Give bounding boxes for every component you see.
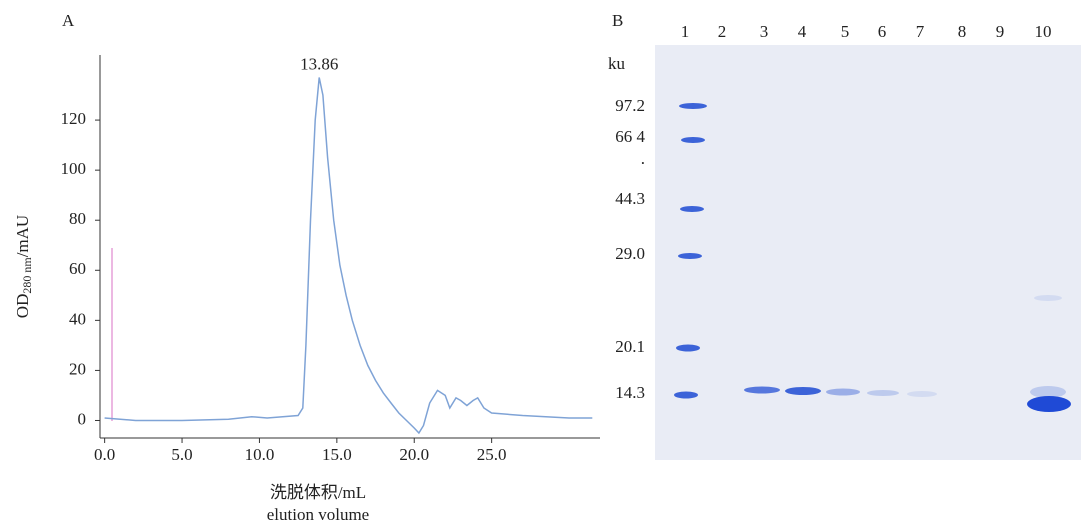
- x-tick-label: 15.0: [322, 445, 352, 464]
- band: [674, 392, 698, 399]
- panel-label: B: [612, 11, 623, 30]
- y-tick-label: 100: [61, 159, 87, 178]
- y-axis-label: OD280 nm/mAU: [13, 215, 34, 318]
- band: [1034, 295, 1062, 301]
- lane-label: 5: [841, 22, 850, 41]
- marker-label: 14.3: [615, 383, 645, 402]
- band: [744, 387, 780, 394]
- marker-label: 97.2: [615, 96, 645, 115]
- x-tick-label: 5.0: [171, 445, 192, 464]
- y-tick-label: 0: [78, 409, 87, 428]
- y-tick-label: 20: [69, 359, 86, 378]
- lane-label: 6: [878, 22, 887, 41]
- line: [105, 78, 593, 434]
- band: [785, 387, 821, 395]
- band: [678, 253, 702, 259]
- panel-label: A: [62, 11, 75, 30]
- y-tick-label: 120: [61, 109, 87, 128]
- lane-label: 2: [718, 22, 727, 41]
- x-tick-label: 20.0: [399, 445, 429, 464]
- band: [826, 389, 860, 396]
- x-axis-label: elution volume: [267, 505, 369, 524]
- x-axis-label: 洗脱体积/mL: [270, 483, 366, 502]
- lane-label: 1: [681, 22, 690, 41]
- band: [679, 103, 707, 109]
- y-label-part: 280 nm: [20, 257, 34, 294]
- y-tick-label: 40: [69, 309, 86, 328]
- band: [1027, 396, 1071, 412]
- y-label-part: OD: [13, 294, 32, 319]
- x-tick-label: 0.0: [94, 445, 115, 464]
- band: [907, 391, 937, 397]
- y-tick-label: 80: [69, 209, 86, 228]
- gel: [655, 45, 1081, 460]
- peak-annotation: 13.86: [300, 54, 338, 73]
- lane-label: 10: [1035, 22, 1052, 41]
- x-tick-label: 10.0: [245, 445, 275, 464]
- marker-label: 66 4: [615, 127, 645, 146]
- band: [867, 390, 899, 396]
- band: [676, 345, 700, 352]
- marker-unit: ku: [608, 54, 626, 73]
- marker-label: 44.3: [615, 189, 645, 208]
- figure: A B 0204060801001200.05.010.015.020.025.…: [0, 0, 1081, 524]
- marker-label: 29.0: [615, 244, 645, 263]
- y-tick-label: 60: [69, 259, 86, 278]
- lane-label: 9: [996, 22, 1005, 41]
- lane-label: 3: [760, 22, 769, 41]
- lane-label: 4: [798, 22, 807, 41]
- marker-label: 20.1: [615, 337, 645, 356]
- y-label-part: /mAU: [13, 215, 32, 258]
- band: [681, 137, 705, 143]
- marker-label: .: [641, 149, 645, 168]
- lane-label: 7: [916, 22, 925, 41]
- lane-label: 8: [958, 22, 967, 41]
- band: [680, 206, 704, 212]
- x-tick-label: 25.0: [477, 445, 507, 464]
